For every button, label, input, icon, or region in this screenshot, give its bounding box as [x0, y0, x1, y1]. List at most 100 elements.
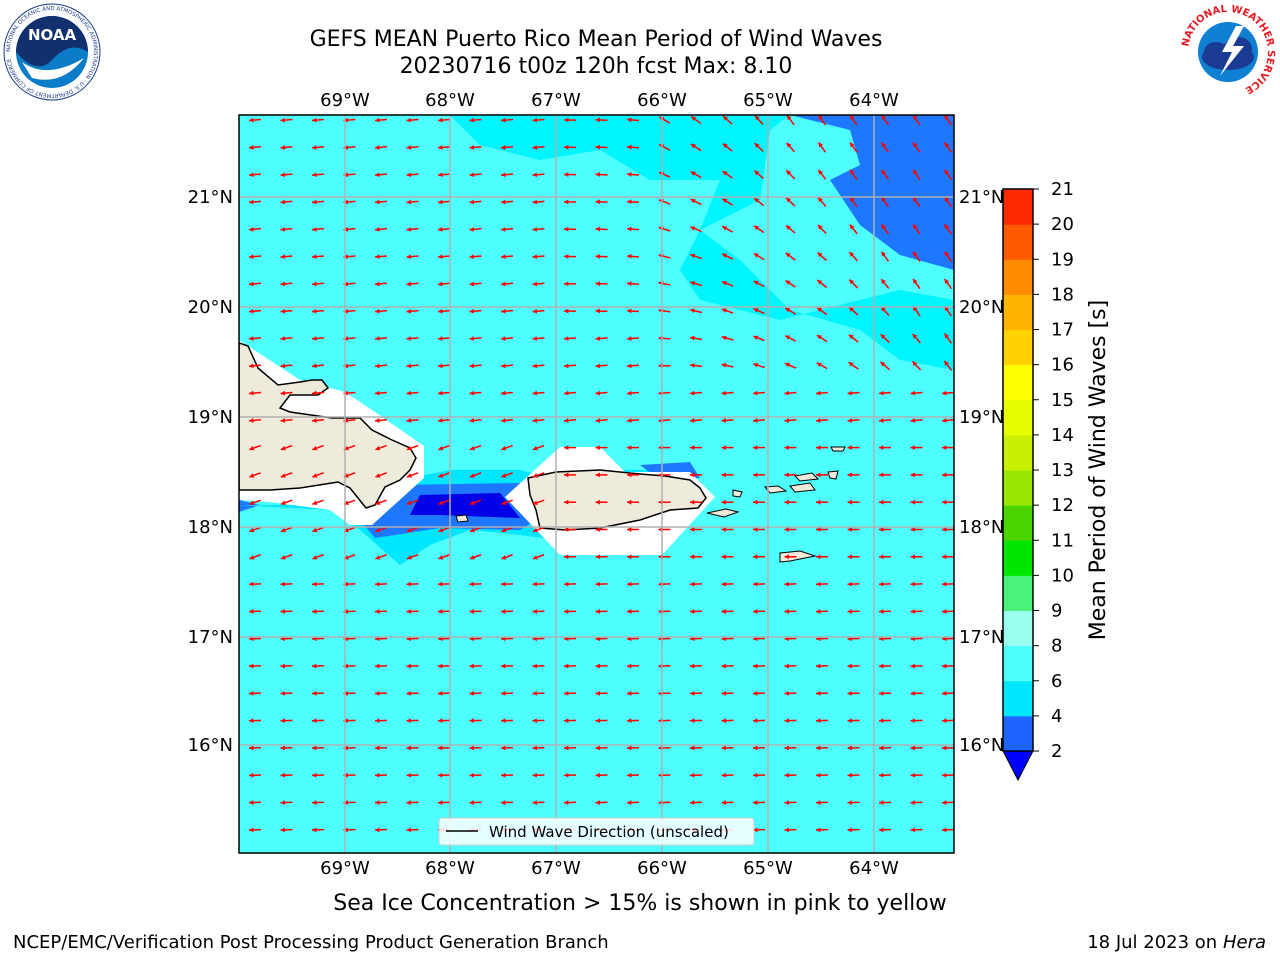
wind-arrow-head	[438, 800, 443, 805]
colorbar-segment	[1003, 505, 1033, 541]
wind-arrow-head	[879, 663, 884, 669]
wind-arrow-head	[280, 145, 286, 150]
wind-arrow-head	[879, 527, 884, 532]
wind-arrow-head	[627, 499, 632, 505]
colorbar-tick-label: 2	[1051, 741, 1062, 762]
wind-arrow-head	[249, 800, 254, 805]
wind-arrow-head	[406, 527, 412, 533]
wind-arrow-head	[784, 772, 789, 778]
wind-arrow-head	[910, 690, 915, 696]
wind-arrow-head	[312, 663, 317, 669]
wind-arrow-head	[722, 198, 728, 204]
wind-arrow-head	[469, 390, 475, 396]
wind-arrow-head	[910, 581, 915, 587]
wind-arrow-head	[721, 718, 726, 724]
wind-arrow-head	[816, 445, 821, 450]
wind-arrow-head	[280, 690, 285, 696]
wind-arrow-head	[249, 772, 254, 778]
wind-arrow-head	[532, 172, 538, 178]
colorbar-segment	[1003, 294, 1033, 330]
wind-arrow-head	[942, 581, 947, 587]
colorbar-tick-label: 9	[1051, 601, 1062, 622]
wind-arrow-head	[786, 170, 792, 176]
wind-arrow-head	[312, 827, 317, 833]
wind-arrow-head	[438, 145, 443, 150]
wind-arrow-head	[469, 745, 474, 751]
wind-arrow-head	[690, 800, 695, 805]
wind-arrow-head	[375, 418, 380, 423]
land-hispaniola	[239, 342, 417, 509]
wind-arrow-head	[406, 581, 411, 587]
wind-arrow-head	[501, 500, 507, 506]
wind-arrow-head	[627, 308, 632, 314]
wind-arrow-head	[690, 363, 695, 368]
wind-arrow-head	[564, 718, 569, 724]
wind-arrow-head	[913, 224, 918, 230]
wind-arrow-head	[280, 555, 286, 560]
wind-arrow-head	[847, 745, 852, 751]
wind-arrow-head	[564, 499, 569, 505]
wind-arrow-head	[375, 473, 381, 478]
wind-arrow-head	[343, 117, 349, 123]
wind-arrow-head	[501, 226, 506, 232]
wind-arrow-head	[532, 418, 538, 423]
land-island	[732, 489, 743, 498]
lon-label-bottom: 68°W	[425, 858, 475, 879]
wind-arrow-head	[595, 336, 601, 341]
wind-arrow-head	[595, 144, 600, 150]
wind-arrow-head	[469, 800, 474, 805]
wind-arrow-head	[847, 445, 852, 450]
wind-arrow-head	[469, 199, 475, 205]
wind-arrow-head	[501, 172, 506, 178]
wind-arrow-head	[913, 142, 918, 148]
wind-arrow-head	[501, 145, 506, 150]
wind-arrow-head	[721, 772, 726, 778]
wind-arrow-head	[849, 279, 855, 285]
wind-arrow-head	[532, 772, 537, 778]
wind-arrow-head	[786, 197, 791, 203]
wind-arrow-head	[784, 581, 789, 587]
wind-arrow-head	[564, 800, 569, 805]
wind-arrow-head	[501, 390, 506, 396]
wind-arrow-head	[312, 418, 317, 423]
wind-arrow-head	[280, 800, 285, 805]
wind-arrow-head	[595, 581, 600, 587]
wind-arrow-head	[312, 718, 317, 724]
footer-date-text: 18 Jul 2023 on	[1087, 932, 1223, 953]
wind-arrow-head	[249, 390, 254, 396]
wind-arrow-head	[564, 281, 569, 287]
wind-arrow-head	[910, 772, 915, 778]
wind-arrow-head	[343, 281, 349, 287]
map-area	[239, 115, 954, 853]
wind-arrow-head	[564, 363, 569, 369]
wind-arrow-head	[564, 336, 569, 341]
wind-arrow-head	[721, 554, 726, 560]
wind-arrows	[248, 115, 954, 833]
wind-arrow-head	[375, 145, 380, 150]
wind-arrow-head	[721, 390, 727, 396]
wind-arrow-head	[312, 336, 317, 341]
wind-arrow-head	[406, 390, 412, 396]
wind-arrow-head	[343, 336, 349, 341]
lat-label-right: 17°N	[959, 627, 1004, 648]
wind-arrow-head	[816, 690, 821, 696]
wind-arrow-head	[532, 555, 538, 560]
wind-arrow-head	[879, 609, 884, 614]
wind-arrow-head	[469, 308, 475, 314]
wind-arrow-head	[375, 254, 380, 260]
wind-arrow-head	[280, 390, 286, 396]
wind-arrow-head	[627, 117, 632, 123]
wind-arrow-head	[690, 335, 695, 341]
lat-label-left: 16°N	[188, 735, 233, 756]
wind-arrow-head	[375, 718, 380, 724]
wind-arrow-head	[786, 115, 792, 121]
lat-label-left: 19°N	[188, 407, 233, 428]
wind-arrow-head	[944, 251, 950, 257]
wind-arrow-head	[280, 663, 285, 669]
svg-text:NOAA: NOAA	[28, 26, 77, 44]
wind-arrow-head	[690, 527, 695, 532]
wind-arrow-head	[753, 418, 758, 423]
wind-arrow-head	[312, 555, 318, 560]
wind-arrow-head	[343, 254, 349, 260]
wind-arrow-head	[722, 171, 728, 176]
